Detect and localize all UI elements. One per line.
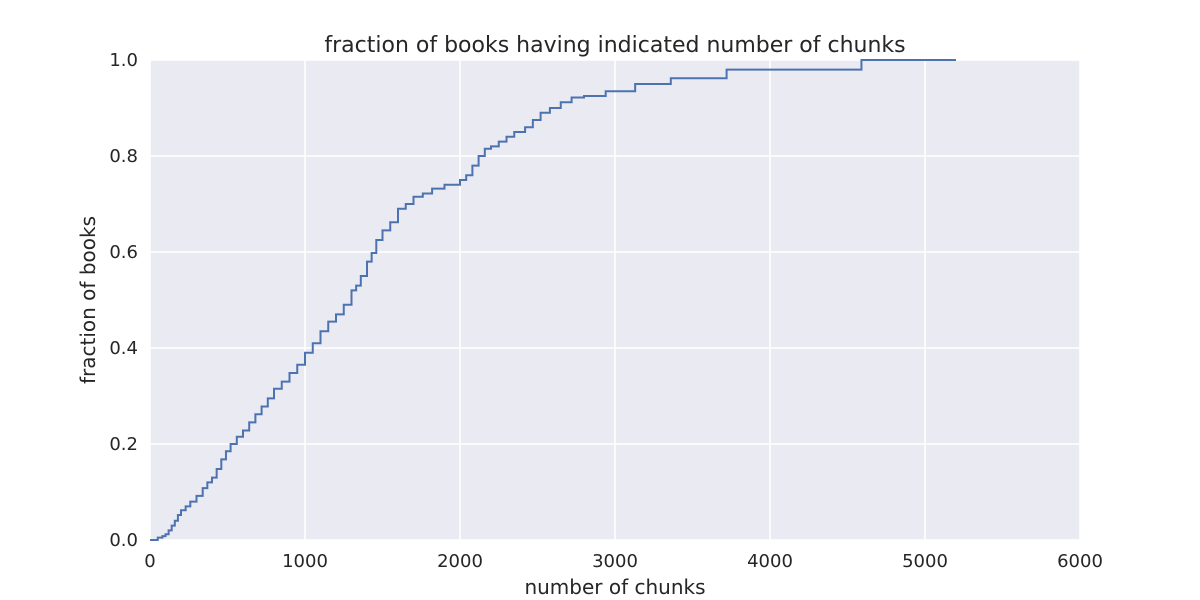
x-tick-label: 5000: [902, 551, 948, 572]
x-tick-label: 2000: [437, 551, 483, 572]
y-tick-label: 0.6: [109, 242, 138, 263]
y-tick-label: 0.0: [109, 530, 138, 551]
grid-layer: [149, 59, 1081, 541]
series-layer: [150, 59, 956, 541]
tick-layer: 0 1000 2000 3000 4000 5000 6000 0.0 0.2 0.4 0.6 0.8…: [109, 50, 1103, 572]
x-tick-label: 4000: [747, 551, 793, 572]
y-tick-label: 0.4: [109, 338, 138, 359]
y-axis-label: fraction of books: [76, 216, 100, 384]
x-tick-label: 3000: [592, 551, 638, 572]
y-tick-label: 0.2: [109, 434, 138, 455]
x-tick-label: 6000: [1057, 551, 1103, 572]
y-tick-label: 1.0: [109, 50, 138, 71]
chart-title: fraction of books having indicated numbe…: [324, 33, 905, 58]
y-tick-label: 0.8: [109, 146, 138, 167]
cdf-step-line: [150, 59, 956, 541]
x-axis-label: number of chunks: [524, 575, 705, 599]
x-tick-label: 0: [144, 551, 155, 572]
x-tick-label: 1000: [282, 551, 328, 572]
